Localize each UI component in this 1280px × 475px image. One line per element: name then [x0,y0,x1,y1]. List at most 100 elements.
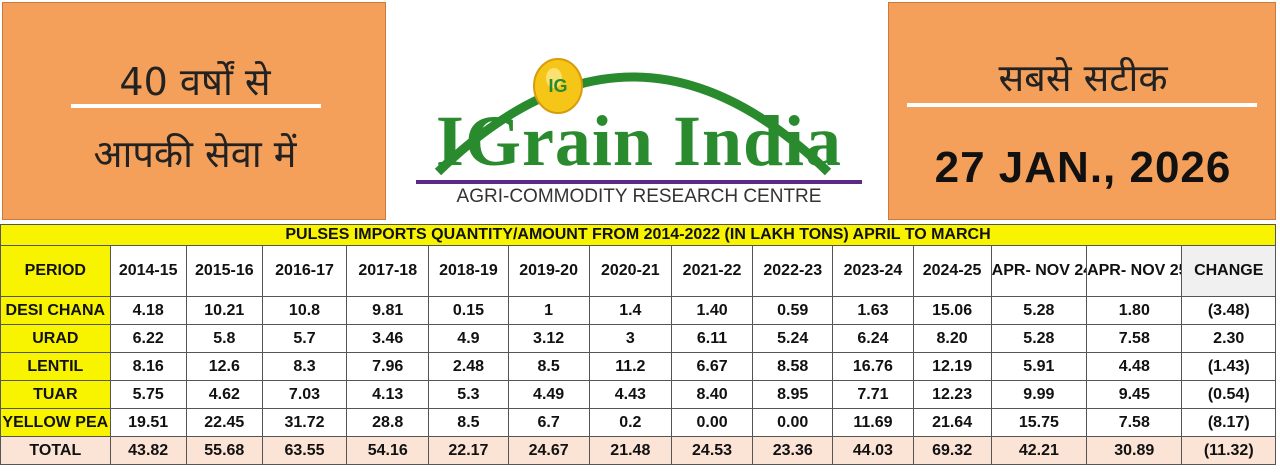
table-cell: 69.32 [912,436,992,465]
table-cell: 21.64 [912,408,992,437]
row-label: TUAR [0,380,111,409]
header-year: 2023-24 [832,245,914,297]
table-row: TUAR 5.75 4.62 7.03 4.13 5.3 4.49 4.43 8.40 8.95 7… [0,380,1276,409]
table-cell: 21.48 [588,436,672,465]
row-label: DESI CHANA [0,296,111,325]
table-cell: 3 [588,324,672,353]
table-cell: 1 [507,296,590,325]
table-cell: 8.20 [912,324,992,353]
table-cell: 11.69 [832,408,914,437]
table-cell: 8.3 [261,352,348,381]
logo-wordmark: IGrain India [435,101,843,181]
table-cell: 16.76 [832,352,914,381]
table-cell: 0.59 [752,296,834,325]
table-cell: 22.45 [185,408,263,437]
logo-underline [416,180,862,184]
table-cell: 7.71 [832,380,914,409]
logo-coin-label: IG [548,76,568,96]
table-header-row: PERIOD 2014-15 2015-16 2016-17 2017-18 2018-1… [0,245,1276,297]
change-cell: (0.54) [1181,380,1276,409]
row-label: TOTAL [0,436,111,465]
table-cell: 12.23 [912,380,992,409]
table-cell: 5.3 [428,380,509,409]
table-cell: 1.40 [670,296,754,325]
header-year: APR- NOV 25 [1086,245,1183,297]
table-row: YELLOW PEA 19.51 22.45 31.72 28.8 8.5 6.7 0.2 0.… [0,408,1276,437]
header-year: 2019-20 [507,245,590,297]
table-cell: 8.58 [752,352,834,381]
logo-tagline: AGRI-COMMODITY RESEARCH CENTRE [456,186,822,207]
table-cell: 1.63 [832,296,914,325]
table-cell: 8.40 [670,380,754,409]
logo-panel: IG IGrain India AGRI-COMMODITY RESEARCH … [388,0,886,224]
table-cell: 12.19 [912,352,992,381]
table-cell: 10.8 [261,296,348,325]
table-cell: 42.21 [990,436,1088,465]
table-cell: 23.36 [752,436,834,465]
table-cell: 30.89 [1086,436,1183,465]
slogan-years: 40 वर्षों से [119,60,271,104]
header-year: 2014-15 [109,245,187,297]
table-cell: 22.17 [428,436,509,465]
table-cell: 4.48 [1086,352,1183,381]
table-cell: 7.58 [1086,408,1183,437]
table-cell: 1.80 [1086,296,1183,325]
table-cell: 8.95 [752,380,834,409]
table-cell: 4.13 [346,380,430,409]
table-cell: 5.28 [990,324,1088,353]
table-cell: 8.5 [428,408,509,437]
table-title: PULSES IMPORTS QUANTITY/AMOUNT FROM 2014… [0,224,1276,246]
table-cell: 0.15 [428,296,509,325]
header-year: 2017-18 [346,245,430,297]
table-cell: 5.8 [185,324,263,353]
table-cell: 6.24 [832,324,914,353]
table-title-row: PULSES IMPORTS QUANTITY/AMOUNT FROM 2014… [0,224,1276,246]
table-cell: 31.72 [261,408,348,437]
divider [907,103,1257,107]
row-label: YELLOW PEA [0,408,111,437]
table-row: LENTIL 8.16 12.6 8.3 7.96 2.48 8.5 11.2 6.67 8.58… [0,352,1276,381]
table-cell: 6.11 [670,324,754,353]
table-cell: 3.12 [507,324,590,353]
table-cell: 4.62 [185,380,263,409]
slogan-accurate: सबसे सटीक [998,56,1168,100]
table-cell: 5.24 [752,324,834,353]
grain-coin-icon [533,58,583,114]
table-cell: 8.16 [109,352,187,381]
header-year: 2018-19 [428,245,509,297]
header-year: 2022-23 [752,245,834,297]
table-cell: 5.75 [109,380,187,409]
left-slogan-panel: 40 वर्षों से आपकी सेवा में [2,2,386,220]
table-cell: 63.55 [261,436,348,465]
table-cell: 4.49 [507,380,590,409]
header-period: PERIOD [0,245,111,297]
table-cell: 55.68 [185,436,263,465]
row-label: LENTIL [0,352,111,381]
table-cell: 3.46 [346,324,430,353]
table-cell: 15.75 [990,408,1088,437]
table-cell: 24.67 [507,436,590,465]
table-cell: 0.00 [670,408,754,437]
table-cell: 12.6 [185,352,263,381]
slogan-service: आपकी सेवा में [93,132,297,176]
header-banner: 40 वर्षों से आपकी सेवा में IG IGrain Ind… [0,0,1280,224]
header-year: 2024-25 [912,245,992,297]
table-cell: 2.48 [428,352,509,381]
table-cell: 9.99 [990,380,1088,409]
table-cell: 0.00 [752,408,834,437]
change-cell: (8.17) [1181,408,1276,437]
divider [71,104,321,108]
table-cell: 10.21 [185,296,263,325]
table-cell: 28.8 [346,408,430,437]
table-cell: 9.45 [1086,380,1183,409]
table-cell: 5.28 [990,296,1088,325]
table-cell: 43.82 [109,436,187,465]
table-cell: 0.2 [588,408,672,437]
table-row: TOTAL 43.82 55.68 63.55 54.16 22.17 24.67 21.48… [0,436,1276,465]
header-year: 2021-22 [670,245,754,297]
logo-arc-icon [434,72,832,176]
table-cell: 9.81 [346,296,430,325]
header-year: 2015-16 [185,245,263,297]
table-cell: 6.67 [670,352,754,381]
table-cell: 5.91 [990,352,1088,381]
